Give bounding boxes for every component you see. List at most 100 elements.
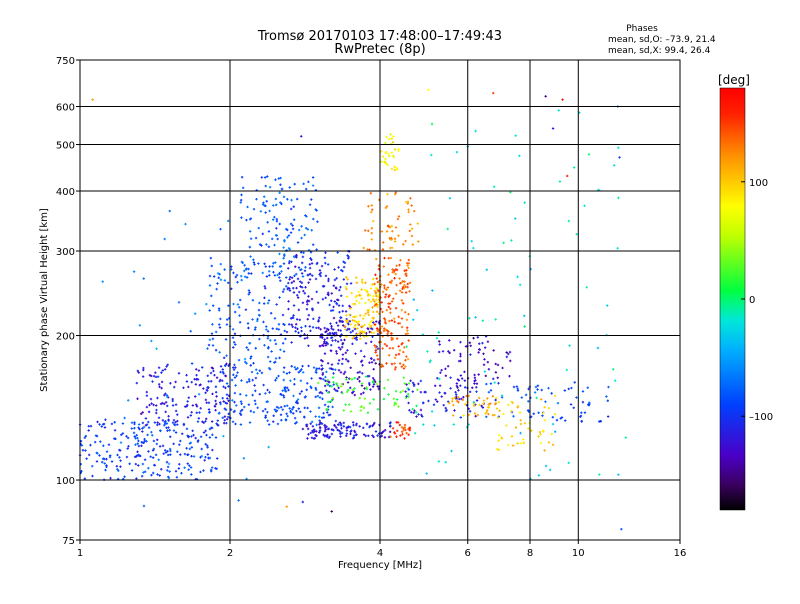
scatter-point: [345, 295, 349, 298]
scatter-point: [451, 414, 455, 417]
scatter-point: [477, 396, 481, 400]
scatter-point: [264, 265, 267, 268]
scatter-point: [236, 371, 239, 374]
scatter-point: [478, 403, 481, 407]
scatter-point: [320, 368, 323, 371]
scatter-point: [343, 325, 347, 328]
scatter-point: [282, 195, 286, 199]
scatter-point: [502, 412, 505, 416]
scatter-point: [277, 406, 280, 410]
scatter-point: [327, 427, 330, 431]
scatter-point: [295, 323, 298, 326]
scatter-point: [436, 376, 439, 380]
scatter-point: [214, 467, 217, 470]
scatter-point: [417, 382, 420, 386]
scatter-point: [551, 415, 555, 419]
scatter-point: [384, 293, 388, 296]
scatter-point: [377, 289, 380, 293]
scatter-point: [271, 265, 274, 268]
scatter-point: [527, 400, 530, 403]
scatter-point: [440, 368, 443, 372]
y-tick-label: 300: [56, 247, 75, 258]
scatter-point: [178, 463, 181, 466]
scatter-point: [318, 273, 321, 276]
scatter-point: [405, 274, 408, 277]
scatter-point: [240, 216, 243, 219]
scatter-point: [367, 298, 371, 302]
scatter-point: [351, 388, 355, 392]
scatter-point: [539, 398, 543, 401]
scatter-point: [345, 287, 348, 291]
scatter-point: [400, 291, 404, 294]
scatter-point: [320, 264, 324, 268]
scatter-point: [376, 358, 380, 361]
scatter-point: [173, 423, 176, 426]
scatter-point: [419, 379, 423, 383]
scatter-point: [367, 229, 370, 233]
scatter-point: [274, 203, 278, 207]
scatter-point: [187, 468, 190, 471]
scatter-point: [393, 403, 396, 407]
scatter-point: [152, 374, 156, 378]
scatter-point: [335, 426, 338, 429]
scatter-point: [342, 409, 345, 412]
scatter-point: [565, 174, 569, 178]
scatter-point: [549, 468, 552, 472]
scatter-point: [168, 429, 171, 432]
scatter-point: [388, 281, 392, 284]
scatter-point: [487, 412, 490, 416]
scatter-point: [519, 431, 522, 435]
scatter-point: [332, 305, 335, 309]
scatter-point: [142, 277, 145, 280]
scatter-point: [254, 236, 258, 240]
scatter-point: [239, 201, 242, 204]
scatter-point: [265, 325, 268, 328]
scatter-point: [190, 473, 193, 476]
scatter-point: [341, 310, 344, 313]
scatter-point: [474, 415, 477, 418]
scatter-point: [543, 405, 546, 409]
scatter-point: [319, 391, 322, 394]
scatter-point: [255, 368, 258, 371]
scatter-point: [375, 310, 379, 313]
scatter-point: [275, 376, 278, 380]
scatter-point: [367, 293, 370, 296]
scatter-point: [204, 429, 207, 433]
scatter-point: [518, 283, 522, 286]
scatter-point: [326, 332, 330, 336]
scatter-point: [405, 345, 408, 348]
scatter-point: [312, 366, 316, 369]
scatter-point: [263, 285, 266, 288]
scatter-point: [230, 378, 234, 382]
scatter-point: [333, 300, 337, 303]
scatter-point: [223, 415, 227, 418]
scatter-point: [243, 357, 247, 361]
scatter-point: [120, 433, 123, 436]
scatter-point: [361, 364, 364, 367]
scatter-point: [464, 403, 467, 406]
scatter-point: [289, 379, 292, 382]
scatter-point: [263, 344, 266, 347]
scatter-point: [427, 399, 430, 403]
scatter-point: [289, 411, 293, 414]
scatter-point: [211, 337, 215, 341]
scatter-point: [107, 443, 111, 446]
scatter-point: [463, 379, 467, 382]
scatter-point: [80, 469, 83, 473]
scatter-point: [187, 435, 190, 438]
scatter-point: [390, 319, 394, 322]
scatter-point: [400, 325, 404, 329]
scatter-point: [325, 341, 328, 344]
scatter-point: [340, 362, 344, 366]
scatter-point: [397, 405, 400, 408]
scatter-point: [304, 226, 308, 230]
scatter-point: [278, 272, 281, 275]
scatter-point: [403, 423, 407, 427]
scatter-point: [253, 399, 257, 402]
scatter-point: [395, 283, 398, 287]
scatter-point: [280, 187, 284, 191]
scatter-point: [113, 429, 117, 432]
scatter-point: [492, 377, 495, 381]
scatter-point: [286, 228, 289, 232]
